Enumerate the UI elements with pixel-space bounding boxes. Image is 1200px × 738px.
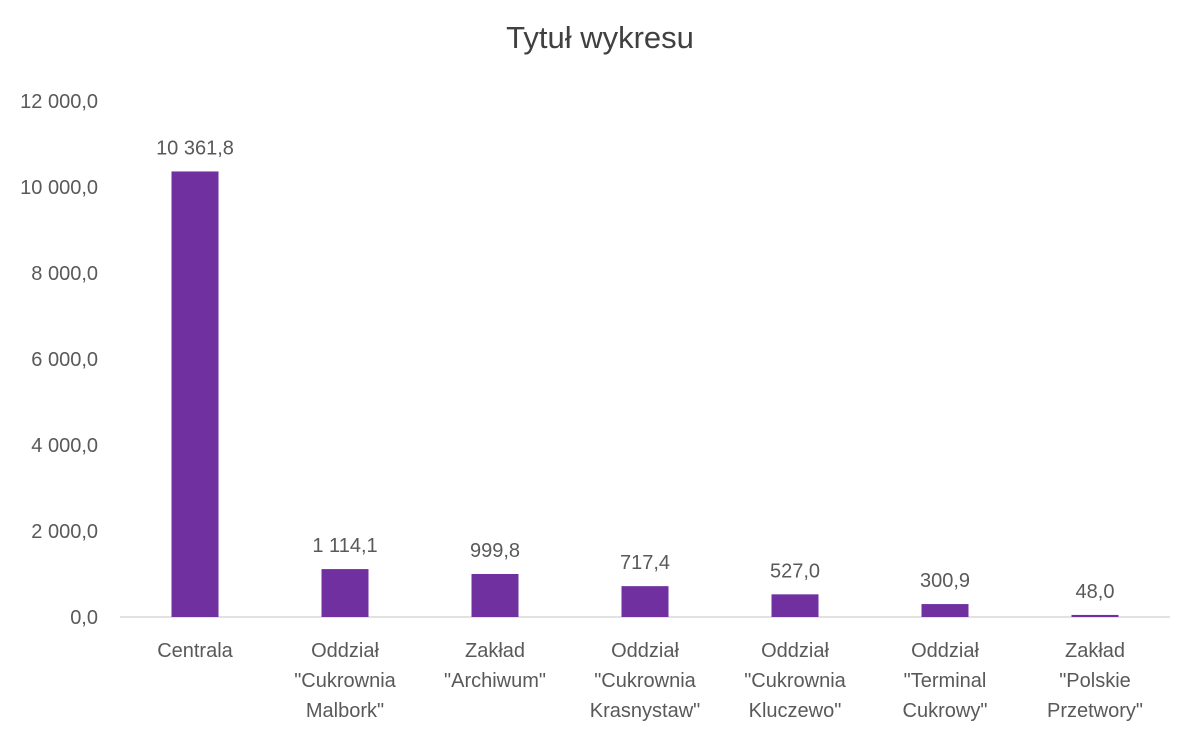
bar xyxy=(1071,614,1119,617)
bar xyxy=(171,171,219,617)
category-label: Krasnystaw" xyxy=(590,700,700,722)
data-label: 10 361,8 xyxy=(156,137,234,159)
category-label: Przetwory" xyxy=(1047,700,1143,722)
category-label: Zakład xyxy=(465,640,525,662)
category-label: "Cukrownia xyxy=(594,670,696,692)
category-label: Oddział xyxy=(311,640,379,662)
y-tick-label: 12 000,0 xyxy=(20,91,98,113)
category-label: Oddział xyxy=(761,640,829,662)
chart-title: Tytuł wykresu xyxy=(506,20,694,55)
y-tick-label: 2 000,0 xyxy=(31,521,98,543)
category-label: Centrala xyxy=(157,640,233,662)
category-label: "Terminal xyxy=(904,670,987,692)
category-label: Zakład xyxy=(1065,640,1125,662)
data-label: 300,9 xyxy=(920,570,970,592)
category-label: Kluczewo" xyxy=(749,700,842,722)
category-label: "Cukrownia xyxy=(294,670,396,692)
category-label: "Polskie xyxy=(1059,670,1131,692)
category-label: "Archiwum" xyxy=(444,670,546,692)
bar xyxy=(471,574,519,617)
data-label: 527,0 xyxy=(770,560,820,582)
y-tick-label: 6 000,0 xyxy=(31,349,98,371)
y-tick-label: 0,0 xyxy=(70,607,98,629)
bar xyxy=(621,586,669,617)
data-label: 717,4 xyxy=(620,552,670,574)
category-label: Oddział xyxy=(911,640,979,662)
bar xyxy=(771,594,819,617)
category-label: "Cukrownia xyxy=(744,670,846,692)
category-label: Oddział xyxy=(611,640,679,662)
data-label: 1 114,1 xyxy=(312,535,377,557)
category-label: Cukrowy" xyxy=(903,700,988,722)
category-label: Malbork" xyxy=(306,700,384,722)
y-tick-label: 4 000,0 xyxy=(31,435,98,457)
bar xyxy=(321,569,369,617)
data-label: 999,8 xyxy=(470,540,520,562)
data-label: 48,0 xyxy=(1076,581,1115,603)
y-tick-label: 10 000,0 xyxy=(20,177,98,199)
y-tick-label: 8 000,0 xyxy=(31,263,98,285)
bar xyxy=(921,604,969,617)
